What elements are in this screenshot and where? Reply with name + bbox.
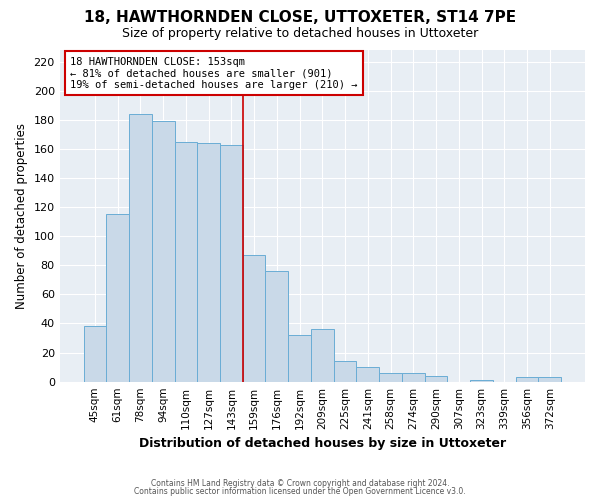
Bar — [175, 142, 197, 382]
Bar — [129, 114, 152, 382]
Text: 18 HAWTHORNDEN CLOSE: 153sqm
← 81% of detached houses are smaller (901)
19% of s: 18 HAWTHORNDEN CLOSE: 153sqm ← 81% of de… — [70, 56, 358, 90]
Bar — [425, 376, 448, 382]
Y-axis label: Number of detached properties: Number of detached properties — [15, 123, 28, 309]
Bar — [379, 373, 402, 382]
Bar — [106, 214, 129, 382]
Bar — [470, 380, 493, 382]
Bar — [288, 335, 311, 382]
Bar — [515, 378, 538, 382]
Text: Contains public sector information licensed under the Open Government Licence v3: Contains public sector information licen… — [134, 487, 466, 496]
Bar — [220, 144, 243, 382]
Bar — [334, 362, 356, 382]
Bar — [538, 378, 561, 382]
Bar — [311, 330, 334, 382]
Text: Contains HM Land Registry data © Crown copyright and database right 2024.: Contains HM Land Registry data © Crown c… — [151, 478, 449, 488]
Bar — [402, 373, 425, 382]
X-axis label: Distribution of detached houses by size in Uttoxeter: Distribution of detached houses by size … — [139, 437, 506, 450]
Bar — [83, 326, 106, 382]
Bar — [152, 122, 175, 382]
Text: 18, HAWTHORNDEN CLOSE, UTTOXETER, ST14 7PE: 18, HAWTHORNDEN CLOSE, UTTOXETER, ST14 7… — [84, 10, 516, 25]
Bar — [197, 143, 220, 382]
Text: Size of property relative to detached houses in Uttoxeter: Size of property relative to detached ho… — [122, 28, 478, 40]
Bar — [243, 255, 265, 382]
Bar — [265, 271, 288, 382]
Bar — [356, 367, 379, 382]
